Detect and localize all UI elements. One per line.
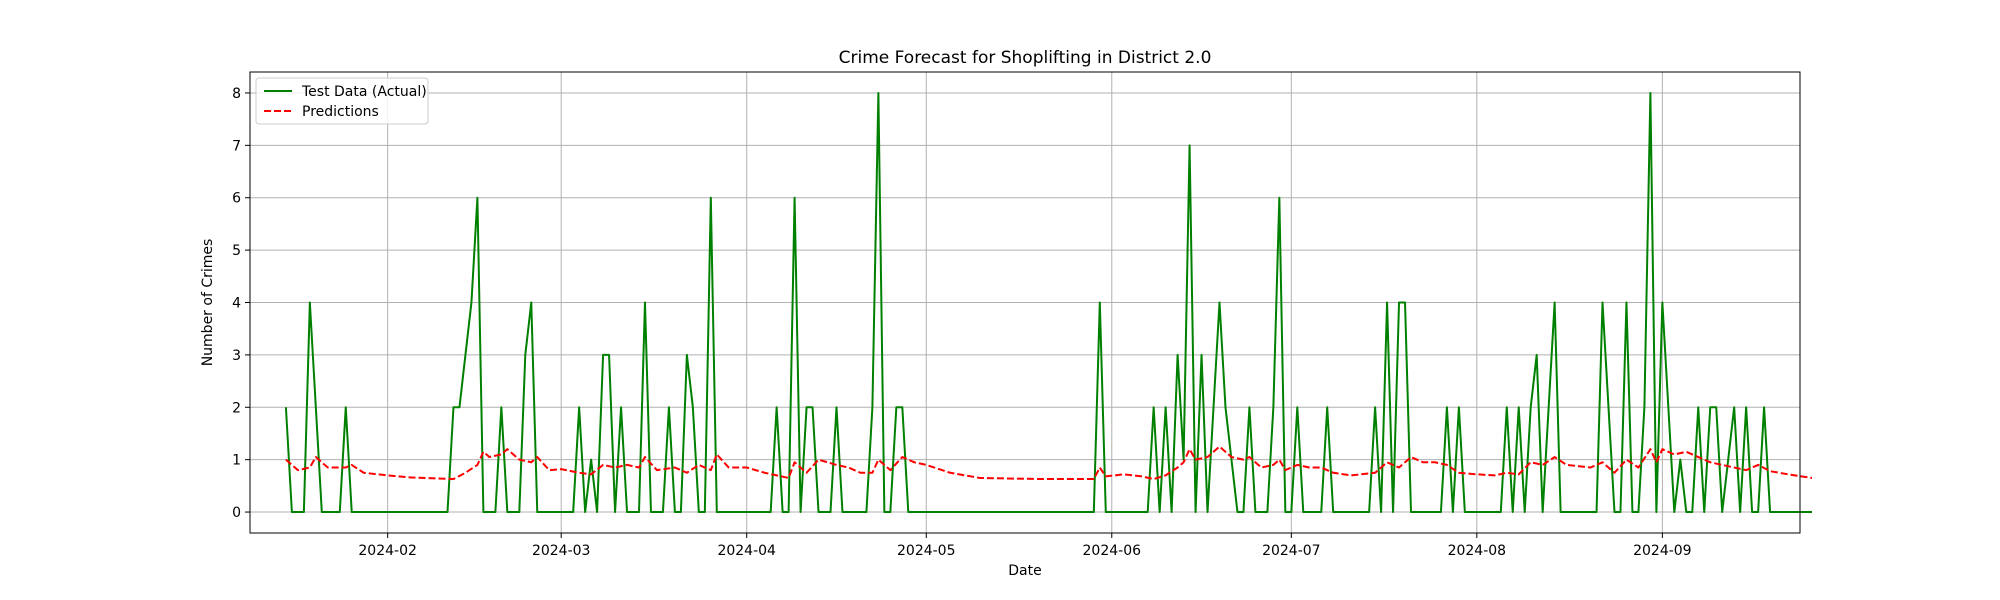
legend-box <box>255 77 429 125</box>
y-tick-label: 6 <box>232 191 241 207</box>
x-tick-label: 2024-07 <box>1262 543 1321 559</box>
y-tick-label: 0 <box>232 505 241 521</box>
y-tick-label: 3 <box>232 348 241 364</box>
legend-label-actual: Test Data (Actual) <box>301 84 427 100</box>
y-tick-label: 4 <box>232 296 241 312</box>
x-tick-label: 2024-09 <box>1633 543 1692 559</box>
x-tick-label: 2024-02 <box>358 543 417 559</box>
x-tick-label: 2024-08 <box>1448 543 1507 559</box>
y-tick-label: 1 <box>232 453 241 469</box>
series-line-predictions <box>285 445 1813 481</box>
y-tick-label: 2 <box>232 400 241 416</box>
y-tick-label: 5 <box>232 243 241 259</box>
x-axis-title: Date <box>1008 563 1041 579</box>
series-layer <box>284 91 1813 514</box>
x-tick-label: 2024-03 <box>532 543 591 559</box>
y-tick-label: 8 <box>232 86 241 102</box>
y-tick-label: 7 <box>232 138 241 154</box>
legend-label-predictions: Predictions <box>302 104 379 120</box>
x-tick-label: 2024-04 <box>717 543 776 559</box>
axis-ticks: 2024-02 2024-03 2024-04 2024-05 2024-06 2024-… <box>232 86 1692 559</box>
y-axis-title: Number of Crimes <box>200 239 216 367</box>
series-line-actual <box>284 91 1812 514</box>
legend: Test Data (Actual) Predictions <box>255 77 429 125</box>
x-tick-label: 2024-05 <box>897 543 956 559</box>
x-tick-label: 2024-06 <box>1083 543 1142 559</box>
chart-title: Crime Forecast for Shoplifting in Distri… <box>839 48 1212 68</box>
